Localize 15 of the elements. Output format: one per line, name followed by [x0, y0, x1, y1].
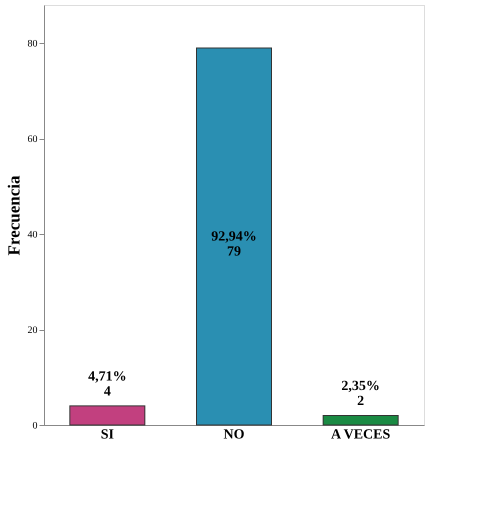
y-axis-title: Frecuencia — [4, 175, 24, 256]
x-tick-label: A VECES — [331, 428, 391, 442]
y-tick-label: 80 — [28, 38, 38, 50]
data-label: 4,71% 4 — [88, 370, 127, 400]
data-label: 92,94% 79 — [211, 229, 257, 260]
bar — [196, 47, 272, 426]
x-tick-label: NO — [224, 428, 245, 442]
data-label: 2,35% 2 — [341, 379, 380, 410]
y-tick-label: 40 — [28, 230, 38, 241]
bar — [69, 405, 146, 426]
y-tick-label: 0 — [32, 420, 38, 432]
bar — [322, 414, 399, 426]
x-tick-label: SI — [100, 428, 114, 442]
y-tick-label: 20 — [28, 325, 38, 336]
y-tick-label: 60 — [28, 134, 38, 146]
